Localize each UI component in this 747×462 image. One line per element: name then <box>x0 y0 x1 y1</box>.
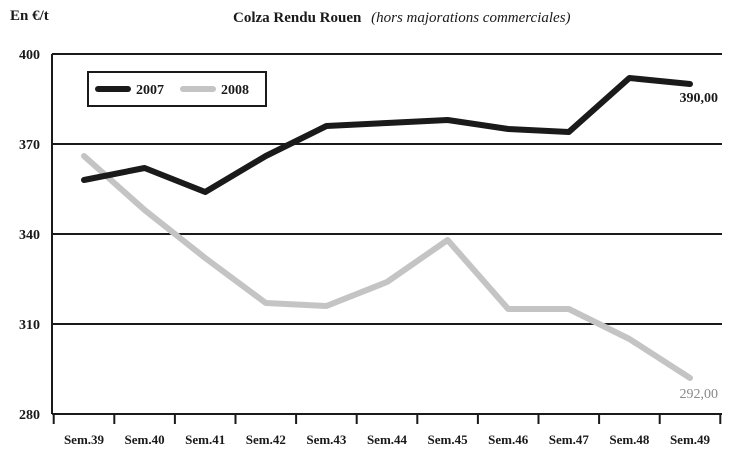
y-tick-label: 370 <box>19 138 40 153</box>
x-tick-label: Sem.47 <box>549 432 590 447</box>
series-lines <box>81 75 693 381</box>
x-tick-label: Sem.45 <box>428 432 469 447</box>
series-line-2007 <box>81 75 693 195</box>
y-tick-label: 400 <box>19 48 40 63</box>
x-tick-label: Sem.49 <box>670 432 711 447</box>
legend-label-2007: 2007 <box>136 83 164 98</box>
x-tick-label: Sem.41 <box>185 432 225 447</box>
end-labels: 390,00 292,00 <box>680 91 719 402</box>
end-label-2008: 292,00 <box>680 387 719 402</box>
x-axis: Sem.39 Sem.40 Sem.41 Sem.42 Sem.43 Sem.44 Sem.… <box>52 414 722 447</box>
chart-title-sub: (hors majorations commerciales) <box>371 10 571 26</box>
x-tick-label: Sem.39 <box>64 432 105 447</box>
y-axis-ticks: 280 310 340 370 400 <box>19 48 40 423</box>
y-tick-label: 310 <box>19 318 40 333</box>
legend: 2007 2008 <box>87 71 267 107</box>
y-tick-label: 280 <box>19 408 40 423</box>
x-tick-label: Sem.44 <box>367 432 408 447</box>
x-tick-label: Sem.48 <box>609 432 650 447</box>
x-tick-label: Sem.46 <box>488 432 529 447</box>
end-label-2007: 390,00 <box>680 91 719 106</box>
x-tick-label: Sem.42 <box>246 432 286 447</box>
y-unit-label: En €/t <box>10 8 49 24</box>
y-tick-label: 340 <box>19 228 40 243</box>
grid-lines <box>51 53 722 415</box>
chart-title-main: Colza Rendu Rouen <box>233 10 362 26</box>
x-tick-label: Sem.43 <box>306 432 347 447</box>
legend-label-2008: 2008 <box>221 83 249 98</box>
chart-title: Colza Rendu Rouen (hors majorations comm… <box>233 10 571 27</box>
series-line-2008 <box>81 153 693 381</box>
x-tick-label: Sem.40 <box>125 432 165 447</box>
